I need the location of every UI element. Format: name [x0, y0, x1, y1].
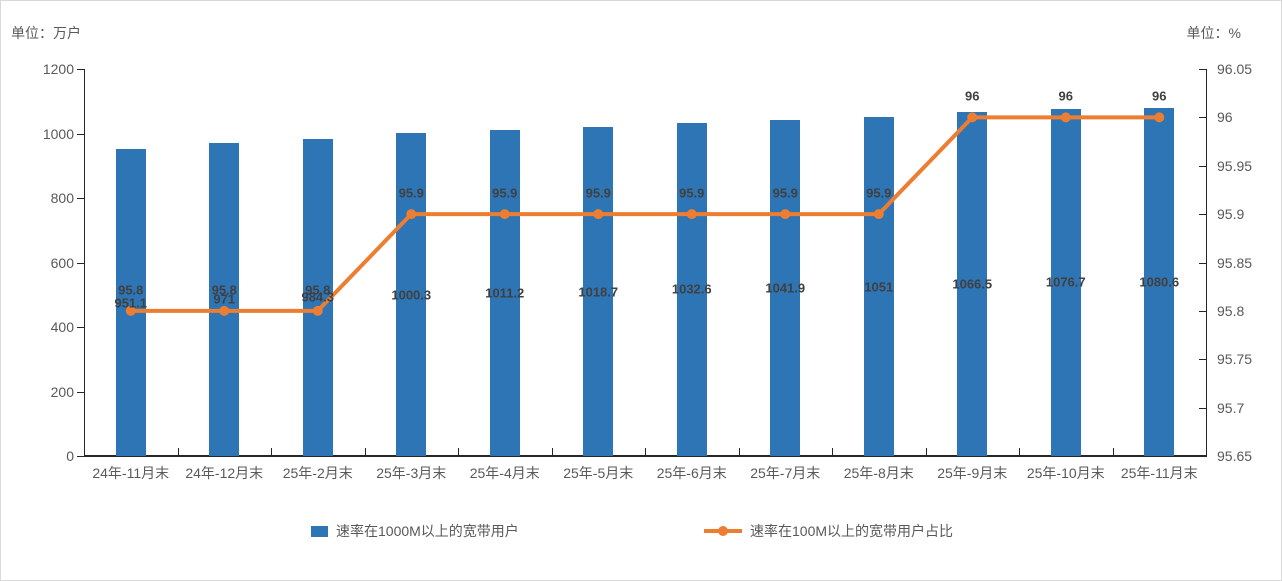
right-axis-tick-label: 95.95 [1217, 157, 1253, 174]
right-axis-tick [1199, 214, 1206, 216]
line-data-label: 95.9 [679, 185, 705, 201]
bar-data-label: 1080.6 [1139, 274, 1180, 290]
x-axis-category-label: 25年-8月末 [843, 465, 914, 481]
bar-data-label: 1076.7 [1045, 274, 1086, 290]
left-axis-tick [77, 262, 84, 264]
legend-item-line-series[interactable]: 速率在100M以上的宽带用户占比 [704, 519, 953, 543]
left-axis-tick-label: 1000 [42, 125, 74, 142]
line-data-label: 96 [1058, 88, 1073, 104]
bar-series-label: 速率在1000M以上的宽带用户 [336, 523, 519, 539]
right-axis-tick-label: 95.7 [1217, 399, 1245, 416]
right-axis-line [1206, 69, 1207, 456]
x-axis-category-label: 25年-5月末 [563, 465, 634, 481]
x-axis-category-label: 25年-3月末 [376, 465, 447, 481]
right-axis-tick-label: 95.8 [1217, 302, 1245, 319]
line-data-label: 95.9 [772, 185, 798, 201]
left-axis-line [84, 69, 85, 456]
left-axis-tick-label: 800 [50, 190, 74, 206]
bar-data-label: 1032.6 [671, 281, 712, 297]
x-axis-tick [364, 448, 366, 456]
x-axis-tick [271, 448, 272, 456]
x-axis-tick [925, 448, 927, 456]
line-data-label: 95.9 [866, 185, 892, 201]
right-axis-tick [1199, 359, 1206, 361]
line-data-label: 95.8 [305, 282, 331, 298]
x-axis-tick [458, 448, 459, 456]
x-axis-tick [832, 448, 833, 456]
x-axis-category-label: 25年-7月末 [750, 465, 821, 481]
bar-data-label: 951.1 [114, 295, 148, 311]
left-axis-tick [77, 69, 84, 70]
x-axis-tick [1019, 448, 1020, 456]
x-axis-category-label: 25年-2月末 [282, 465, 353, 481]
legend-item-bar-series[interactable]: 速率在1000M以上的宽带用户 [311, 519, 519, 543]
right-axis-tick [1199, 117, 1206, 119]
left-axis-tick-label: 0 [66, 448, 74, 464]
x-axis-category-label: 25年-10月末 [1026, 465, 1105, 481]
x-axis-line [84, 455, 1207, 457]
line-data-label: 95.9 [585, 185, 611, 201]
legend: 速率在1000M以上的宽带用户 速率在100M以上的宽带用户占比 [1, 519, 1281, 543]
line-path [130, 115, 1160, 313]
bar-data-label: 1066.5 [952, 276, 993, 292]
x-axis-category-label: 25年-6月末 [656, 465, 727, 481]
left-axis-tick-label: 1200 [42, 61, 74, 77]
left-axis-tick [77, 327, 84, 328]
line-series-label: 速率在100M以上的宽带用户占比 [750, 523, 954, 539]
line-data-label: 95.9 [492, 185, 518, 201]
bar-data-label: 1000.3 [391, 287, 432, 303]
line-data-label: 96 [965, 88, 980, 104]
x-axis-category-label: 24年-11月末 [92, 465, 170, 481]
bar-data-label: 1051 [864, 279, 894, 295]
bar-data-label: 1011.2 [485, 285, 525, 301]
x-axis-category-label: 25年-4月末 [469, 465, 540, 481]
left-axis-unit-label: 单位：万户 [11, 25, 81, 41]
right-axis-tick [1199, 165, 1206, 167]
line-data-label: 95.9 [398, 185, 424, 201]
x-axis-tick [1112, 448, 1114, 456]
x-axis-tick [738, 448, 740, 456]
right-axis-tick-label: 95.75 [1217, 351, 1253, 368]
left-axis-tick-label: 400 [50, 319, 74, 335]
x-axis-category-label: 25年-11月末 [1120, 465, 1198, 481]
left-axis-tick [77, 198, 84, 199]
right-axis-tick-label: 96.05 [1217, 61, 1253, 77]
x-axis-tick [645, 448, 646, 456]
line-data-label: 95.8 [211, 282, 237, 298]
x-axis-category-label: 24年-12月末 [185, 465, 264, 481]
bar-data-label: 1041.9 [765, 280, 806, 296]
line-data-label: 95.8 [118, 282, 144, 298]
bar-series-swatch-icon [311, 525, 328, 537]
right-axis-tick-label: 95.65 [1217, 448, 1253, 464]
left-axis-tick-label: 200 [50, 383, 74, 400]
right-axis-tick [1199, 69, 1206, 70]
right-axis-tick [1199, 310, 1206, 312]
x-axis-category-label: 25年-9月末 [937, 465, 1008, 481]
right-axis-tick-label: 95.9 [1217, 206, 1245, 223]
left-axis-tick [77, 456, 84, 457]
left-axis-tick [77, 391, 84, 393]
x-axis-tick [177, 448, 179, 456]
right-axis-tick [1199, 262, 1206, 264]
left-axis-tick-label: 600 [50, 254, 74, 271]
left-axis-tick [77, 133, 84, 135]
bar-data-label: 1018.7 [578, 284, 619, 300]
right-axis-tick-label: 96 [1217, 109, 1233, 126]
right-axis-tick [1199, 456, 1206, 457]
line-data-label: 96 [1152, 88, 1167, 104]
line-series-swatch-icon [704, 526, 742, 536]
x-axis-tick [551, 448, 553, 456]
right-axis-unit-label: 单位：% [1186, 25, 1241, 41]
right-axis-tick [1199, 407, 1206, 409]
right-axis-tick-label: 95.85 [1217, 254, 1253, 271]
